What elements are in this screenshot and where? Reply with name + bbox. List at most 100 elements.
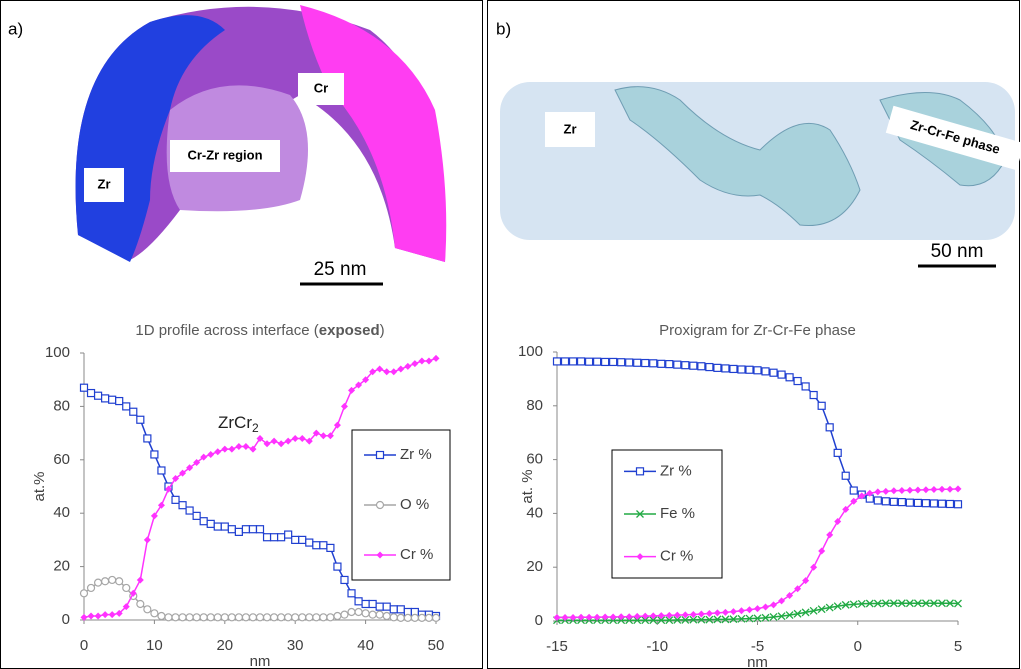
marker <box>673 615 682 624</box>
marker <box>382 611 391 621</box>
cr-region <box>300 5 447 262</box>
marker <box>403 613 412 622</box>
marker <box>199 613 208 622</box>
marker <box>913 599 922 608</box>
marker <box>753 366 762 375</box>
marker <box>108 611 116 619</box>
image-label: Zr <box>98 176 111 191</box>
marker <box>206 613 215 622</box>
marker <box>368 599 377 609</box>
marker <box>705 609 713 617</box>
marker <box>945 499 955 509</box>
marker <box>817 605 826 614</box>
marker <box>681 615 690 624</box>
marker <box>561 614 569 622</box>
marker <box>164 485 172 493</box>
marker <box>649 616 658 625</box>
marker <box>729 615 738 624</box>
marker <box>785 373 794 382</box>
marker <box>560 357 570 366</box>
marker <box>200 453 208 461</box>
title-part: ) <box>380 322 385 339</box>
marker <box>801 382 810 391</box>
marker <box>737 614 746 623</box>
marker <box>397 365 405 373</box>
y-tick-label: 40 <box>53 504 70 521</box>
legend-label: Zr % <box>660 462 692 479</box>
marker <box>793 609 802 618</box>
marker <box>319 541 328 550</box>
marker <box>937 499 947 508</box>
marker <box>262 533 272 542</box>
marker <box>794 585 802 593</box>
marker <box>242 442 250 450</box>
marker <box>249 445 257 453</box>
marker <box>269 613 279 622</box>
marker <box>906 486 914 494</box>
marker <box>721 608 729 616</box>
x-tick-label: 20 <box>216 637 233 654</box>
marker <box>431 613 441 622</box>
legend-label: Fe % <box>660 505 695 522</box>
marker <box>922 486 930 494</box>
marker <box>954 599 962 608</box>
marker <box>375 450 385 460</box>
image-label: Cr <box>314 80 328 95</box>
marker <box>319 613 328 622</box>
legend-label: O % <box>400 496 429 513</box>
marker <box>291 535 300 545</box>
marker <box>375 602 384 611</box>
marker <box>355 381 363 389</box>
title-part: exposed <box>319 322 380 339</box>
marker <box>425 357 433 365</box>
marker <box>143 536 151 544</box>
marker <box>753 614 762 623</box>
marker <box>150 512 158 520</box>
marker <box>905 498 914 507</box>
marker <box>389 613 398 622</box>
marker <box>354 607 363 617</box>
marker <box>291 613 300 622</box>
label-box <box>298 73 344 105</box>
marker <box>248 613 258 622</box>
marker <box>389 605 398 614</box>
marker <box>235 442 243 450</box>
marker <box>681 361 690 370</box>
marker <box>122 583 131 593</box>
marker <box>129 407 138 416</box>
legend-label: Cr % <box>660 548 693 565</box>
marker <box>745 365 754 374</box>
label-box <box>170 140 280 172</box>
marker <box>617 613 625 621</box>
marker <box>930 485 938 493</box>
marker <box>777 370 786 379</box>
marker <box>938 485 946 493</box>
marker <box>122 402 131 411</box>
marker <box>291 434 299 442</box>
marker <box>833 602 842 611</box>
marker <box>150 450 159 459</box>
x-tick-label: 10 <box>146 637 163 654</box>
marker <box>802 577 810 585</box>
marker <box>136 415 145 424</box>
marker <box>786 591 794 599</box>
marker <box>769 613 778 621</box>
marker <box>665 616 674 625</box>
marker <box>241 613 251 622</box>
marker <box>705 362 714 372</box>
marker <box>865 599 874 608</box>
marker <box>270 437 278 445</box>
marker <box>842 505 850 513</box>
y-tick-label: 60 <box>526 451 543 468</box>
marker <box>228 445 236 453</box>
marker <box>340 610 349 619</box>
marker <box>657 612 665 620</box>
marker <box>312 541 321 550</box>
marker <box>641 612 649 620</box>
panel-label: b) <box>496 19 511 38</box>
marker <box>826 531 834 539</box>
marker <box>333 611 342 621</box>
x-tick-label: -15 <box>546 638 568 655</box>
marker <box>305 538 314 547</box>
marker <box>681 611 689 619</box>
